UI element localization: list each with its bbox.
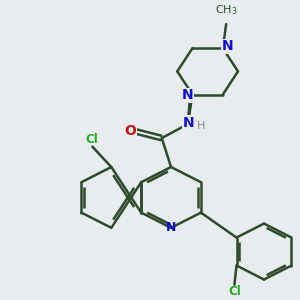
Text: Cl: Cl — [85, 134, 98, 146]
Text: N: N — [183, 116, 194, 130]
Text: H: H — [197, 121, 206, 130]
Text: N: N — [182, 88, 193, 102]
Text: Cl: Cl — [228, 285, 241, 298]
Text: N: N — [166, 221, 176, 234]
Text: O: O — [125, 124, 136, 138]
Text: N: N — [222, 39, 234, 53]
Text: CH$_3$: CH$_3$ — [215, 3, 237, 17]
